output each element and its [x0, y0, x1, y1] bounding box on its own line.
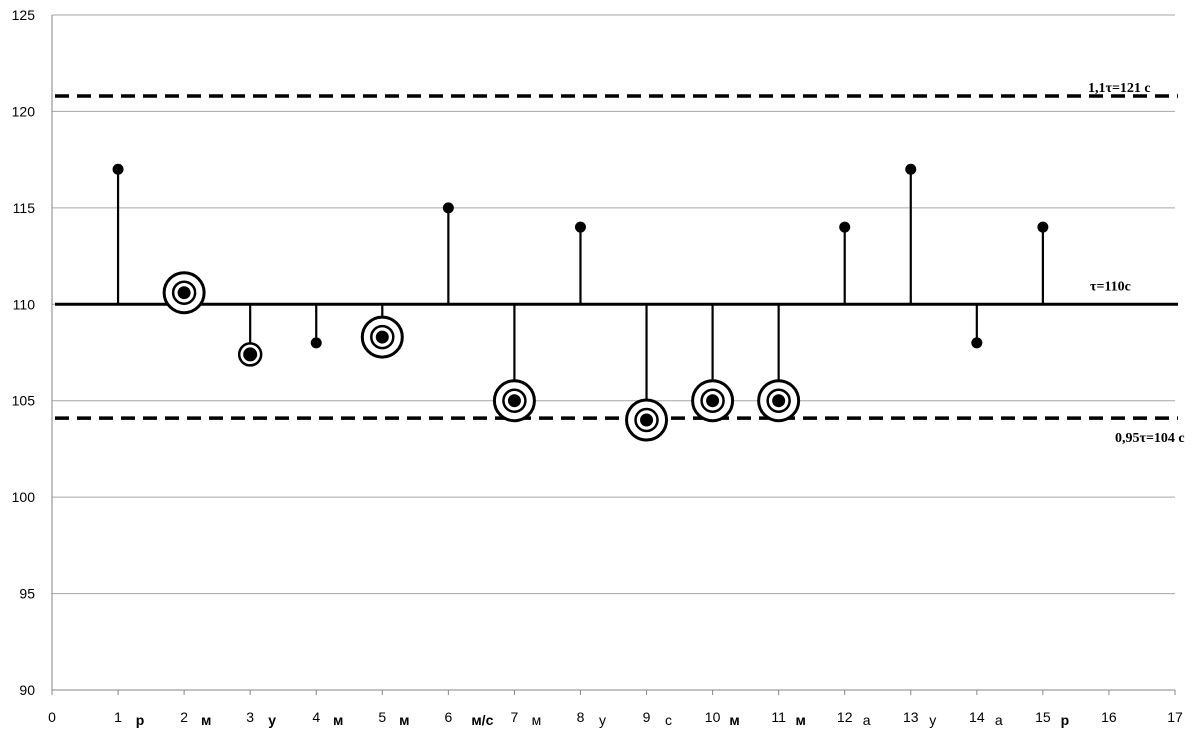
baseline-label: τ=110c [1090, 279, 1131, 294]
x-tick-label: 16 [1101, 709, 1117, 725]
category-label: м/с [471, 712, 493, 728]
data-point [310, 337, 322, 349]
category-label: а [863, 712, 871, 728]
data-point [640, 413, 654, 427]
x-tick-label: 10 [705, 709, 721, 725]
reference-line-label: 0,95τ=104 c [1115, 431, 1185, 446]
data-point [839, 221, 851, 233]
y-tick-label: 95 [19, 586, 35, 602]
data-points [112, 163, 1049, 442]
x-tick-label: 9 [643, 709, 651, 725]
x-tick-label: 3 [246, 709, 254, 725]
x-tick-label: 2 [180, 709, 188, 725]
category-label: у [599, 712, 606, 728]
x-tick-label: 1 [114, 709, 122, 725]
category-label: м [201, 712, 211, 728]
y-tick-label: 110 [13, 296, 36, 312]
data-point [112, 163, 124, 175]
data-point [177, 286, 191, 300]
reference-lines [55, 94, 1178, 420]
data-point [507, 394, 521, 408]
x-tick-label: 5 [378, 709, 386, 725]
x-tick-label: 0 [48, 709, 56, 725]
data-point [706, 394, 720, 408]
y-tick-label: 125 [12, 7, 36, 23]
y-tick-label: 100 [12, 489, 36, 505]
data-point [442, 202, 454, 214]
category-label: у [268, 712, 276, 728]
x-tick-label: 4 [312, 709, 320, 725]
y-tick-label: 115 [13, 200, 36, 216]
category-label: у [929, 712, 936, 728]
category-label: м [729, 712, 739, 728]
x-tick-label: 14 [969, 709, 985, 725]
category-label: м [532, 712, 542, 728]
data-point [574, 221, 586, 233]
x-tick-label: 8 [577, 709, 585, 725]
x-tick-label: 12 [837, 709, 853, 725]
y-tick-label: 90 [19, 682, 35, 698]
data-point [375, 330, 389, 344]
x-tick-label: 7 [511, 709, 519, 725]
x-tick-label: 11 [771, 709, 786, 725]
axes [51, 15, 1176, 695]
category-label: м [795, 712, 805, 728]
data-point [905, 163, 917, 175]
x-tick-label: 15 [1035, 709, 1051, 725]
data-point [772, 394, 786, 408]
category-label: р [136, 712, 145, 728]
stems [116, 169, 1044, 420]
category-label: м [333, 712, 343, 728]
category-label: а [995, 712, 1003, 728]
x-tick-label: 13 [903, 709, 919, 725]
category-label: м [399, 712, 409, 728]
x-tick-label: 6 [444, 709, 452, 725]
category-label: с [665, 712, 672, 728]
y-tick-label: 105 [12, 393, 36, 409]
category-label: р [1061, 712, 1070, 728]
reference-line-label: 1,1τ=121 c [1088, 81, 1151, 96]
y-tick-label: 120 [12, 103, 36, 119]
x-tick-label: 17 [1167, 709, 1183, 725]
data-point [243, 347, 258, 362]
data-point [1037, 221, 1049, 233]
gridlines [52, 14, 1175, 691]
data-point [971, 337, 983, 349]
